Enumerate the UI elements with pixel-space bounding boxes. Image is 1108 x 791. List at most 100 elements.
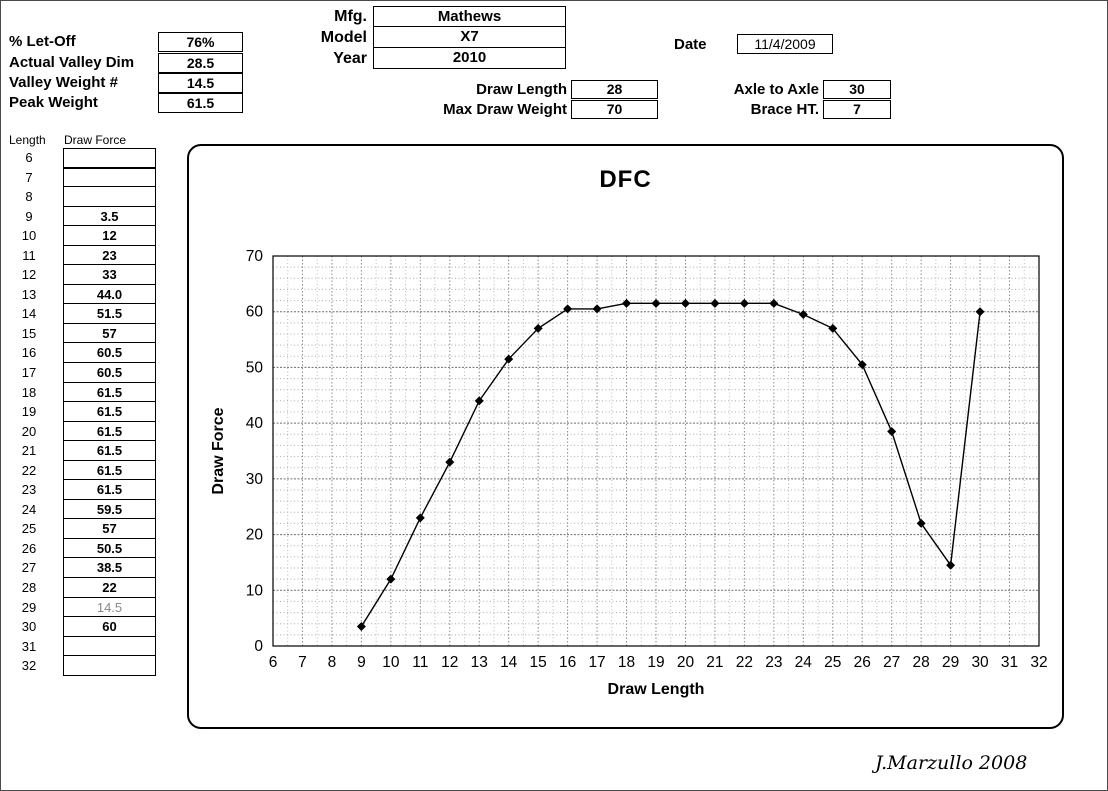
data-row: 19 61.5	[9, 401, 156, 422]
spec-value-box: 61.5	[158, 93, 243, 113]
force-cell: 61.5	[63, 381, 156, 403]
bow-info: Mfg. Mathews Model X7 Year 2010	[301, 6, 566, 69]
x-tick-label: 9	[357, 654, 366, 671]
length-cell: 18	[21, 384, 37, 400]
spec-value-box: 14.5	[158, 73, 243, 93]
draw-info: Draw Length 28 Max Draw Weight 70	[421, 80, 658, 119]
length-cell: 13	[21, 286, 37, 302]
data-point-marker	[563, 304, 573, 314]
data-point-marker	[887, 427, 897, 436]
length-cell: 30	[21, 619, 37, 635]
plot-border	[272, 255, 1040, 647]
length-cell: 20	[21, 423, 37, 439]
mfg-value: Mathews	[373, 6, 566, 27]
brace-height-value-box: 7	[823, 99, 891, 119]
data-row: 23 61.5	[9, 479, 156, 500]
bow-info-row: Year 2010	[301, 47, 566, 69]
geometry-row: Axle to Axle 30	[701, 80, 891, 100]
data-row: 8	[9, 186, 156, 207]
force-cell: 61.5	[63, 459, 156, 481]
year-label: Year	[333, 50, 367, 67]
length-cell: 16	[21, 345, 37, 361]
grid	[272, 255, 1040, 647]
data-row: 13 44.0	[9, 283, 156, 305]
spec-row: Peak Weight 61.5	[9, 93, 243, 113]
data-row: 7	[9, 166, 156, 188]
data-point-marker	[651, 298, 661, 308]
data-row: 18 61.5	[9, 381, 156, 403]
x-tick-label: 16	[559, 654, 576, 671]
bow-info-row: Mfg. Mathews	[301, 6, 566, 27]
data-row: 30 60	[9, 616, 156, 637]
x-tick-label: 17	[588, 654, 605, 671]
length-cell: 14	[21, 306, 37, 322]
force-cell	[63, 655, 156, 676]
spec-label: Actual Valley Dim	[9, 54, 135, 71]
x-tick-label: 15	[530, 654, 547, 671]
force-cell: 22	[63, 577, 156, 598]
data-row: 16 60.5	[9, 342, 156, 363]
length-cell: 24	[21, 501, 37, 517]
length-cell: 25	[21, 521, 37, 537]
data-row: 29 14.5	[9, 596, 156, 618]
spec-row: % Let-Off 76%	[9, 32, 243, 52]
data-row: 12 33	[9, 264, 156, 285]
draw-info-row: Draw Length 28	[421, 80, 658, 100]
length-cell: 23	[21, 482, 37, 498]
spec-row: Valley Weight # 14.5	[9, 73, 243, 93]
x-tick-label: 27	[883, 654, 900, 671]
data-point-marker	[592, 304, 602, 314]
data-row: 24 59.5	[9, 498, 156, 520]
data-point-marker	[710, 298, 720, 308]
data-row: 10 12	[9, 225, 156, 246]
data-point-marker	[356, 622, 366, 631]
y-axis-label: Draw Force	[210, 407, 227, 494]
length-cell: 8	[25, 189, 33, 205]
data-point-marker	[739, 298, 749, 308]
length-cell: 19	[21, 404, 37, 420]
force-cell: 61.5	[63, 479, 156, 500]
data-row: 20 61.5	[9, 420, 156, 442]
data-row: 17 60.5	[9, 362, 156, 383]
force-cell: 33	[63, 264, 156, 285]
force-cell: 60.5	[63, 362, 156, 383]
length-cell: 6	[25, 150, 33, 165]
force-cell: 59.5	[63, 498, 156, 520]
data-row: 26 50.5	[9, 537, 156, 559]
force-cell	[63, 186, 156, 207]
y-tick-label: 60	[246, 304, 264, 321]
data-row: 27 38.5	[9, 557, 156, 578]
length-cell: 29	[21, 599, 37, 615]
data-row: 21 61.5	[9, 440, 156, 461]
data-point-marker	[445, 457, 455, 467]
spec-value-box: 76%	[158, 32, 243, 52]
model-value: X7	[373, 26, 566, 48]
x-axis-label: Draw Length	[608, 681, 705, 698]
force-cell: 14.5	[63, 596, 156, 618]
x-tick-label: 22	[736, 654, 753, 671]
data-point-marker	[474, 396, 484, 406]
data-row: 28 22	[9, 577, 156, 598]
data-point-marker	[533, 323, 543, 333]
data-row: 9 3.5	[9, 205, 156, 227]
x-tick-label: 21	[706, 654, 723, 671]
force-cell: 61.5	[63, 440, 156, 461]
length-cell: 32	[21, 658, 37, 674]
draw-info-row: Max Draw Weight 70	[421, 99, 658, 120]
draw-force-column-header: Draw Force	[64, 133, 127, 147]
dfc-chart: 0 10 20 30 40 50 60 70 6 7 8 9 10 11 12 13 14 15 16 17 18 19 2…	[210, 248, 1048, 698]
data-point-marker	[386, 574, 396, 584]
data-row: 25 57	[9, 518, 156, 539]
date-value-box: 11/4/2009	[737, 34, 833, 54]
x-tick-label: 10	[382, 654, 400, 671]
data-row: 32	[9, 655, 156, 676]
length-cell: 22	[21, 462, 37, 478]
data-row: 11 23	[9, 244, 156, 266]
length-cell: 15	[21, 325, 37, 341]
data-point-marker	[504, 354, 514, 364]
length-cell: 7	[25, 169, 33, 185]
x-tick-label: 30	[971, 654, 989, 671]
x-tick-label: 7	[298, 654, 307, 671]
draw-length-label: Draw Length	[476, 81, 567, 98]
spec-label: Peak Weight	[9, 94, 98, 111]
